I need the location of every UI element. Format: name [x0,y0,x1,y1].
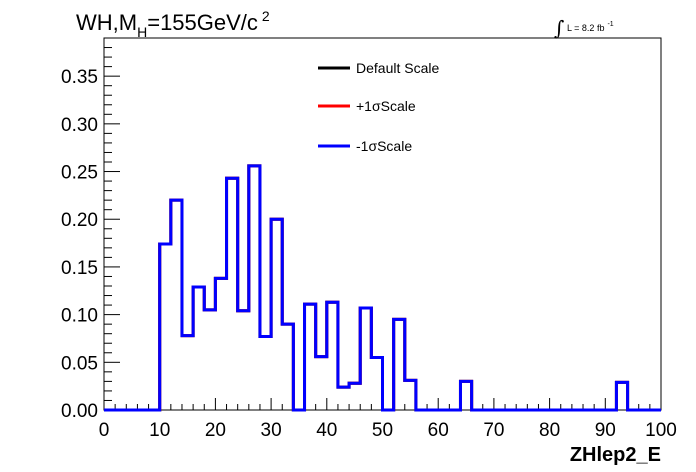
x-tick-label: 20 [205,420,226,441]
y-tick-label: 0.15 [61,258,98,279]
y-tick-label: 0.20 [61,210,98,231]
legend: Default Scale +1σScale -1σScale [318,60,439,154]
title-superscript: 2 [262,8,270,24]
x-tick-label: 10 [149,420,170,441]
x-tick-label: 80 [539,420,560,441]
lumi-superscript: -1 [607,21,613,28]
chart-title: WH,MH=155GeV/c 2 [76,8,270,40]
axes-group: 0 10 20 30 40 50 60 70 80 90 100 0.00 0.05 0.10 0.15 0.… [61,37,677,441]
legend-label: Default Scale [356,60,439,76]
lumi-label: L = 8.2 fb -1 [567,21,614,33]
series-line-3 [104,164,661,412]
x-axis-label: ZHlep2_E [570,444,661,466]
x-tick-label: 50 [372,420,393,441]
x-tick-label: 30 [261,420,282,441]
x-tick-label: 60 [428,420,449,441]
x-tick-label: 40 [316,420,337,441]
title-main: WH,M [76,10,137,35]
y-tick-label: 0.25 [61,163,98,184]
y-tick-label: 0.10 [61,306,98,327]
y-tick-label: 0.00 [61,401,98,422]
lumi-integral-symbol: ∫ [554,16,564,40]
series-layer [104,164,661,412]
title-rest: =155GeV/c [147,10,258,35]
legend-label: +1σScale [356,98,416,114]
y-tick-label: 0.05 [61,353,98,374]
x-tick-label: 90 [595,420,616,441]
x-tick-label: 100 [645,420,677,441]
y-tick-label: 0.30 [61,115,98,136]
legend-label: -1σScale [356,138,412,154]
lumi-text: L = 8.2 fb [567,23,604,33]
title-subscript: H [137,24,147,40]
y-tick-label: 0.35 [61,67,98,88]
plot-frame [103,37,662,411]
x-tick-label: 0 [99,420,110,441]
x-tick-label: 70 [483,420,504,441]
